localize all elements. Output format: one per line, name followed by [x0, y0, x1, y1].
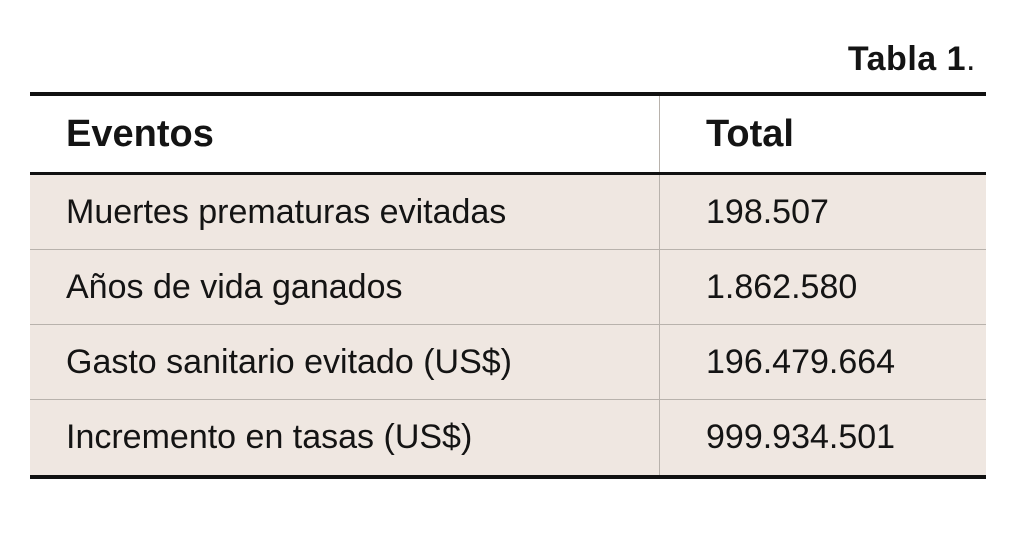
table-row: Muertes prematuras evitadas 198.507 — [30, 175, 986, 250]
caption-label: Tabla 1 — [847, 40, 967, 78]
caption-punctuation: . — [966, 40, 976, 78]
table-caption: Tabla 1. — [848, 40, 976, 79]
event-cell: Gasto sanitario evitado (US$) — [30, 325, 660, 399]
header-events: Eventos — [30, 96, 660, 172]
total-cell: 196.479.664 — [706, 342, 896, 381]
table-row: Incremento en tasas (US$) 999.934.501 — [30, 400, 986, 475]
table-header-row: Eventos Total — [30, 96, 986, 175]
total-cell: 198.507 — [706, 192, 829, 231]
table-row: Años de vida ganados 1.862.580 — [30, 250, 986, 325]
data-table: Eventos Total Muertes prematuras evitada… — [30, 92, 986, 479]
table-row: Gasto sanitario evitado (US$) 196.479.66… — [30, 325, 986, 400]
event-cell: Muertes prematuras evitadas — [30, 175, 660, 249]
header-total: Total — [706, 112, 794, 155]
total-cell: 999.934.501 — [706, 418, 896, 456]
event-cell: Años de vida ganados — [30, 250, 660, 324]
total-cell: 1.862.580 — [706, 267, 858, 306]
event-cell: Incremento en tasas (US$) — [30, 400, 660, 475]
